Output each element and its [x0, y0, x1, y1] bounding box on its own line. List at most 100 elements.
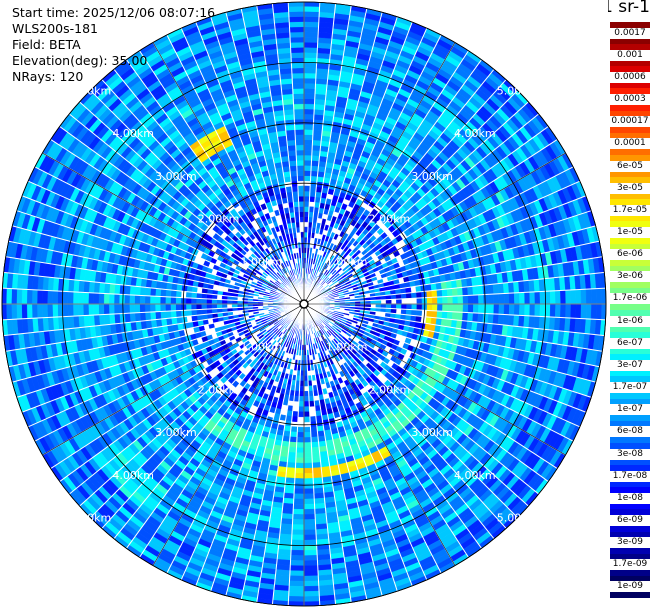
range-gate-cell	[144, 303, 151, 313]
range-gate-cell	[271, 604, 289, 606]
range-gate-cell	[289, 436, 298, 443]
range-gate-cell	[293, 488, 305, 495]
range-gate-cell	[293, 493, 305, 500]
range-gate-cell	[488, 293, 495, 305]
range-gate-cell	[560, 303, 567, 318]
range-gate-cell	[284, 482, 295, 489]
range-gate-cell	[416, 303, 423, 311]
range-gate-cell	[513, 303, 520, 316]
range-gate-cell	[303, 159, 312, 166]
range-gate-cell	[295, 447, 305, 454]
range-gate-cell	[283, 487, 295, 494]
range-gate-cell	[303, 478, 314, 484]
range-gate-cell	[303, 595, 320, 603]
range-gate-cell	[312, 139, 322, 146]
range-gate-cell	[309, 185, 317, 192]
range-gate-cell	[313, 119, 324, 126]
range-gate-cell	[303, 396, 310, 402]
range-gate-cell	[508, 292, 515, 305]
range-gate-cell	[310, 170, 319, 177]
range-gate-cell	[554, 303, 561, 318]
range-gate-cell	[477, 312, 484, 324]
range-gate-cell	[554, 290, 561, 305]
range-gate-cell	[560, 290, 567, 305]
range-gate-cell	[303, 467, 314, 474]
range-gate-cell	[296, 431, 305, 438]
range-gate-cell	[431, 296, 438, 305]
range-gate-cell	[437, 296, 443, 305]
range-gate-cell	[291, 416, 299, 423]
range-gate-cell	[524, 291, 531, 305]
range-gate-cell	[498, 303, 505, 315]
range-gate-cell	[303, 565, 319, 572]
range-gate-cell	[519, 303, 526, 316]
range-gate-cell	[303, 31, 319, 38]
range-gate-cell	[190, 303, 197, 311]
range-gate-cell	[451, 311, 459, 321]
range-gate-cell	[303, 149, 313, 156]
range-gate-cell	[312, 124, 324, 131]
range-gate-cell	[311, 441, 320, 448]
range-gate-cell	[524, 303, 531, 317]
range-gate-cell	[396, 303, 402, 310]
range-gate-cell	[303, 165, 312, 171]
range-gate-cell	[575, 289, 582, 305]
range-gate-cell	[529, 303, 536, 317]
range-gate-cell	[312, 134, 322, 141]
range-gate-cell	[590, 288, 597, 305]
range-gate-cell	[478, 303, 484, 314]
range-gate-cell	[288, 585, 305, 592]
range-gate-cell	[160, 311, 167, 320]
range-gate-cell	[580, 303, 587, 320]
range-gate-cell	[288, 580, 305, 587]
range-gate-cell	[493, 293, 500, 305]
range-gate-cell	[311, 149, 321, 157]
range-gate-cell	[396, 298, 402, 305]
range-gate-cell	[534, 291, 541, 305]
range-gate-cell	[472, 312, 479, 323]
range-gate-cell	[303, 534, 317, 541]
range-gate-cell	[462, 312, 469, 322]
range-gate-cell	[312, 467, 322, 474]
range-gate-cell	[303, 390, 310, 397]
range-gate-cell	[539, 291, 546, 305]
range-gate-cell	[483, 294, 490, 305]
range-gate-cell	[303, 5, 320, 13]
range-gate-cell	[446, 311, 453, 320]
range-gate-cell	[431, 289, 438, 298]
range-gate-cell	[310, 436, 319, 443]
range-gate-cell	[442, 303, 449, 312]
range-gate-cell	[303, 529, 317, 536]
range-gate-cell	[311, 446, 320, 453]
range-gate-cell	[467, 294, 474, 305]
range-gate-cell	[294, 472, 305, 479]
range-gate-cell	[185, 309, 192, 317]
range-gate-cell	[303, 67, 317, 74]
range-gate-cell	[467, 303, 474, 314]
range-gate-cell	[462, 303, 469, 313]
range-gate-cell	[211, 303, 218, 310]
range-gate-cell	[139, 312, 146, 322]
range-gate-cell	[482, 313, 489, 324]
range-gate-cell	[303, 416, 311, 423]
range-gate-cell	[288, 441, 297, 448]
range-gate-cell	[529, 291, 536, 305]
range-gate-cell	[303, 447, 313, 454]
range-gate-cell	[303, 524, 317, 531]
range-gate-cell	[303, 93, 316, 100]
range-gate-cell	[149, 311, 157, 321]
range-gate-cell	[297, 426, 305, 433]
range-gate-cell	[288, 607, 304, 610]
range-gate-cell	[426, 290, 433, 298]
range-gate-cell	[175, 310, 182, 318]
range-gate-cell	[292, 508, 305, 515]
range-gate-cell	[492, 313, 500, 325]
range-gate-cell	[431, 303, 438, 312]
range-gate-cell	[293, 498, 305, 505]
range-gate-cell	[595, 288, 603, 305]
range-gate-cell	[303, 113, 315, 120]
range-gate-cell	[294, 478, 305, 484]
range-gate-cell	[492, 283, 500, 295]
range-gate-cell	[313, 108, 325, 116]
range-gate-cell	[447, 295, 454, 305]
